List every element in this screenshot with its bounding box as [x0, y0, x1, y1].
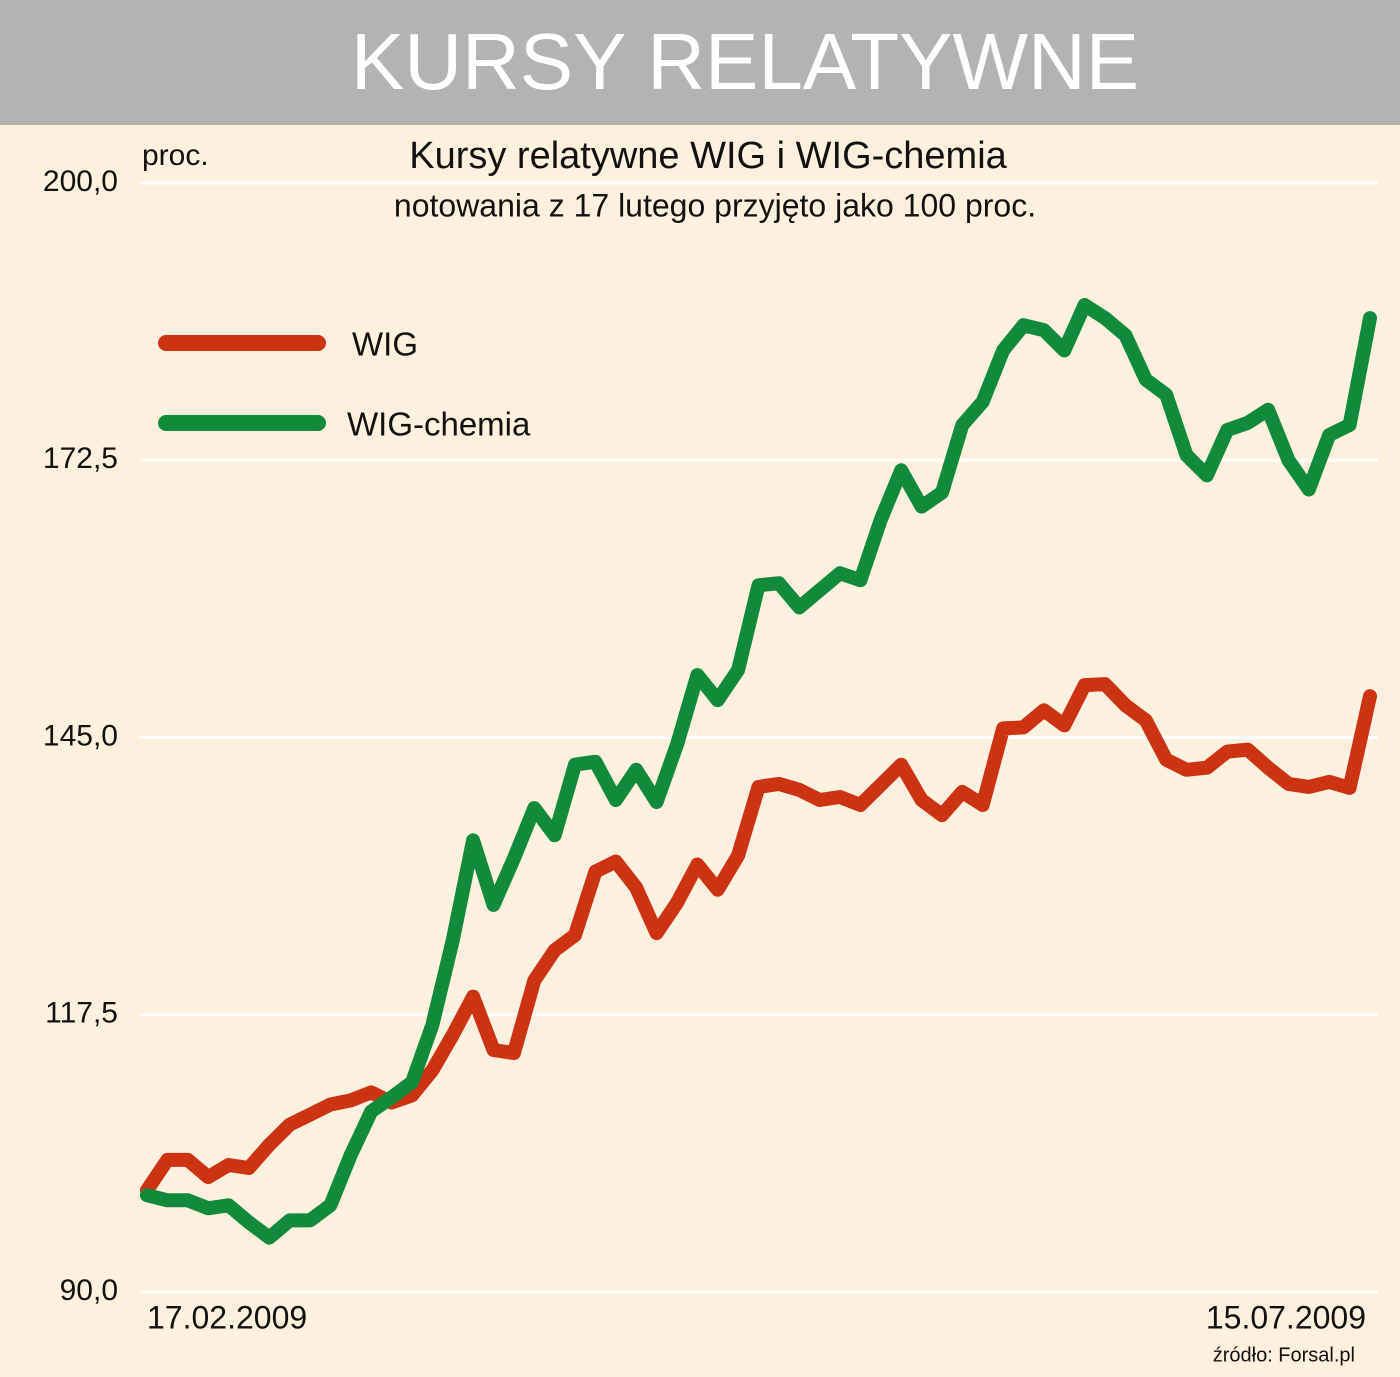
y-tick-label: 172,5	[43, 442, 118, 475]
y-tick-label: 117,5	[45, 997, 118, 1030]
y-axis-label: proc.	[142, 139, 209, 172]
source: źródło: Forsal.pl	[1213, 1344, 1355, 1366]
chart-subtitle: notowania z 17 lutego przyjęto jako 100 …	[394, 187, 1036, 223]
x-tick-label: 15.07.2009	[1206, 1299, 1366, 1335]
x-tick-label: 17.02.2009	[147, 1299, 307, 1335]
banner-bar	[0, 0, 1400, 125]
legend-label: WIG	[352, 326, 418, 363]
chart-title: Kursy relatywne WIG i WIG-chemia	[409, 135, 1007, 177]
legend-label: WIG-chemia	[347, 406, 531, 443]
y-tick-label: 145,0	[43, 719, 118, 752]
y-tick-label: 200,0	[43, 165, 118, 198]
line-series	[140, 298, 1377, 1245]
banner: KURSY RELATYWNE	[351, 17, 1139, 106]
y-tick-label: 90,0	[60, 1274, 118, 1307]
line-series	[140, 677, 1377, 1198]
